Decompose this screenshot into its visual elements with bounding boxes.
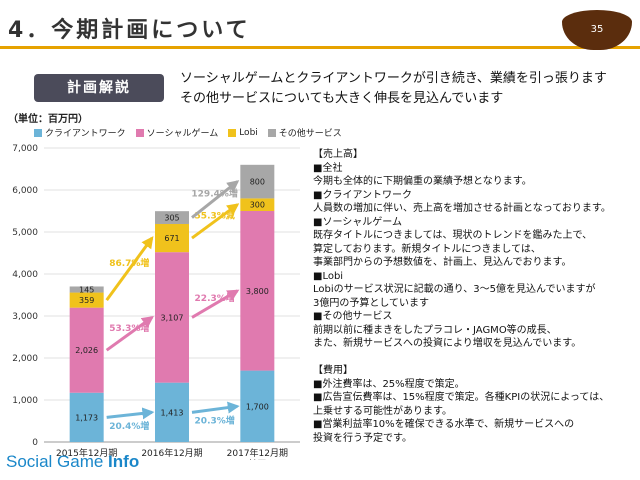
logo-main-text: Social Game: [6, 452, 109, 471]
growth-label: 55.3%減: [195, 209, 235, 221]
stacked-bar-chart: 0 1,000 2,000 3,000 4,000 5,000 6,000 7,000 1,17…: [12, 144, 300, 460]
bar-value-label: 145: [79, 286, 94, 295]
growth-label: 86.7%増: [109, 257, 149, 269]
note-line: ■その他サービス: [313, 311, 393, 322]
legend-swatch-lobi: [228, 128, 237, 137]
note-line: ■営業利益率10%を確保できる水準で、新規サービスへの: [313, 419, 575, 430]
summary-line-1: ソーシャルゲームとクライアントワークが引き続き、業績を引っ張ります: [180, 71, 607, 86]
bar-segment: [240, 370, 275, 442]
summary: ソーシャルゲームとクライアントワークが引き続き、業績を引っ張ります その他サービ…: [180, 69, 607, 109]
note-line: ■ソーシャルゲーム: [313, 216, 402, 228]
legend-swatch-social-game: [135, 128, 144, 137]
note-line: Lobiのサービス状況に記載の通り、3～5億を見込んでいますが: [313, 284, 596, 295]
note-line: ■全社: [313, 162, 343, 174]
bar-segment: [240, 164, 275, 199]
growth-arrow: [191, 401, 240, 414]
x-tick-label: 2015年12月期: [56, 447, 117, 459]
growth-arrow: [105, 236, 154, 301]
y-tick-label: 2,000: [12, 354, 38, 364]
y-tick-label: 7,000: [12, 144, 38, 154]
bar-value-label: 300: [250, 201, 265, 210]
summary-line-2: その他サービスについても大きく伸長を見込んでいます: [180, 91, 504, 106]
y-tick-label: 1,000: [12, 396, 38, 406]
note-line: 既存タイトルにつきましては、現状のトレンドを鑑みた上で、: [313, 230, 593, 241]
note-line: ■広告宣伝費率は、15%程度で策定。各種KPIの状況によっては、: [313, 392, 610, 403]
note-line: 【費用】: [313, 365, 353, 376]
notes-panel: 【売上高】 ■全社今期も全体的に下期偏重の業績予想となります。 ■クライアントワーク…: [313, 148, 635, 445]
bar-value-label: 3,800: [246, 287, 269, 296]
page-number: 35: [590, 24, 604, 35]
legend-label-lobi: Lobi: [239, 127, 258, 138]
bar-value-label: 305: [164, 214, 179, 223]
bar-segment: [69, 286, 104, 293]
legend-label-other: その他サービス: [278, 129, 342, 139]
bar-segment: [69, 307, 104, 393]
bar-segment: [69, 292, 104, 308]
page-number-badge: 35: [562, 10, 632, 50]
x-tick-label: 2017年12月期: [227, 447, 288, 459]
growth-label: 53.3%増: [109, 322, 149, 334]
bar-segment: [240, 211, 275, 371]
note-line: 事業部門からの予想数値を、計画上、見込んでおります。: [313, 257, 572, 268]
growth-label: 22.3%増: [195, 292, 235, 304]
note-line: 人員数の増加に伴い、売上高を増加させる計画となっております。: [313, 203, 611, 214]
legend-item-social-game: ソーシャルゲーム: [135, 126, 219, 139]
growth-arrow: [191, 203, 240, 240]
growth-arrow: [191, 180, 240, 219]
title-underline: [0, 46, 640, 49]
bar-segment: [155, 252, 189, 383]
bar-segment: [155, 382, 189, 442]
bar-value-label: 800: [250, 178, 265, 187]
note-line: 投資を行う予定です。: [313, 432, 412, 444]
legend-label-client-work: クライアントワーク: [45, 129, 126, 139]
y-tick-label: 0: [32, 438, 38, 448]
legend-swatch-other: [267, 128, 276, 137]
growth-arrow: [191, 289, 240, 319]
bar-value-label: 2,026: [75, 346, 98, 355]
legend-label-social-game: ソーシャルゲーム: [146, 129, 219, 139]
growth-label: 20.3%増: [195, 414, 235, 426]
chart-legend: クライアントワーク ソーシャルゲーム Lobi その他サービス: [34, 126, 342, 139]
bar-value-label: 1,413: [161, 408, 184, 417]
bar-segment: [69, 392, 104, 442]
x-tick-label: 2016年12月期: [141, 447, 202, 459]
y-tick-label: 6,000: [12, 186, 38, 196]
note-line: 【売上高】: [313, 149, 363, 160]
bar-segment: [155, 211, 189, 224]
note-line: 今期も全体的に下期偏重の業績予想となります。: [313, 176, 532, 187]
note-line: 前期以前に種まきをしたプラコレ・JAGMO等の成長、: [313, 324, 557, 336]
legend-item-client-work: クライアントワーク: [34, 126, 126, 139]
bar-value-label: 671: [164, 234, 179, 243]
growth-label: 20.4%増: [109, 420, 149, 432]
bar-segment: [240, 198, 275, 211]
y-tick-label: 4,000: [12, 270, 38, 280]
bar-value-label: 1,173: [75, 413, 98, 422]
y-tick-label: 3,000: [12, 312, 38, 322]
unit-label: （単位：百万円）: [8, 114, 88, 125]
growth-label: 129.4%増: [191, 188, 238, 200]
note-line: また、新規サービスへの投資により増収を見込んでいます。: [313, 338, 582, 349]
bar-segment: [155, 223, 189, 253]
social-game-info-logo: Social Game Info: [6, 452, 139, 472]
legend-swatch-client-work: [34, 128, 42, 137]
note-line: ■Lobi: [313, 270, 344, 282]
legend-item-lobi: Lobi: [228, 126, 258, 139]
note-line: 算定しております。新規タイトルにつきましては、: [313, 243, 541, 255]
note-line: ■クライアントワーク: [313, 189, 413, 201]
y-tick-label: 5,000: [12, 228, 38, 238]
section-badge: 計画解説: [34, 74, 164, 102]
note-line: 3億円の予算としています: [313, 297, 430, 309]
bar-value-label: 3,107: [161, 313, 184, 322]
growth-arrow: [106, 407, 155, 420]
growth-arrow: [105, 316, 154, 352]
note-line: ■外注費率は、25%程度で策定。: [313, 378, 465, 390]
bar-value-label: 1,700: [246, 402, 269, 411]
page-title: 4．今期計画について: [8, 18, 251, 43]
note-line: [313, 351, 635, 365]
legend-item-other: その他サービス: [267, 126, 342, 139]
note-line: 上乗せする可能性があります。: [313, 405, 452, 417]
logo-info-text: Info: [108, 452, 140, 471]
bar-value-label: 359: [79, 296, 94, 305]
